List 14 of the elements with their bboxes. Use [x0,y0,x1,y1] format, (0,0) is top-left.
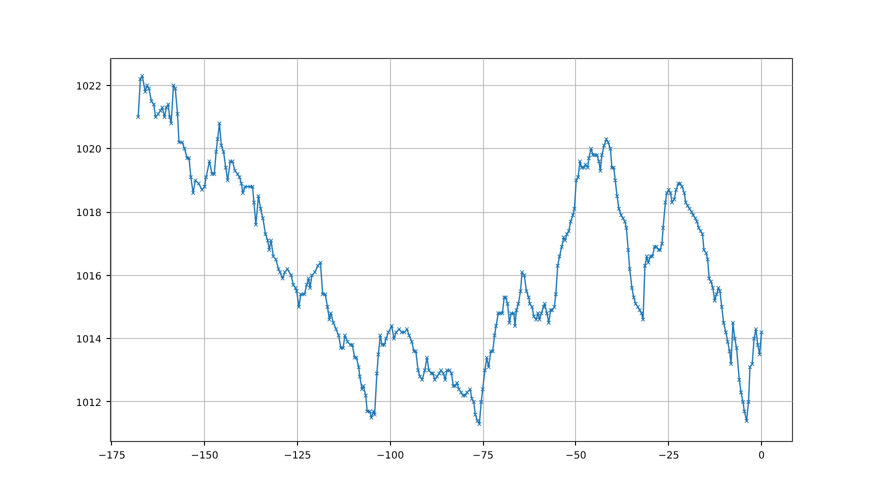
x-tick-label: −175 [98,450,126,462]
x-tick-label: −150 [190,450,218,462]
y-tick-label: 1014 [76,334,102,346]
x-tick-label: −75 [472,450,494,462]
y-tick-label: 1020 [76,144,102,156]
x-tick-label: −25 [658,450,680,462]
x-tick-label: −125 [284,450,312,462]
y-tick-label: 1018 [76,208,102,220]
x-tick-label: 0 [758,450,765,462]
y-tick-label: 1012 [76,398,102,409]
y-tick-label: 1022 [76,81,102,92]
x-tick-label: −50 [565,450,586,462]
y-tick-label: 1016 [76,271,102,282]
x-tick-label: −100 [376,450,404,462]
